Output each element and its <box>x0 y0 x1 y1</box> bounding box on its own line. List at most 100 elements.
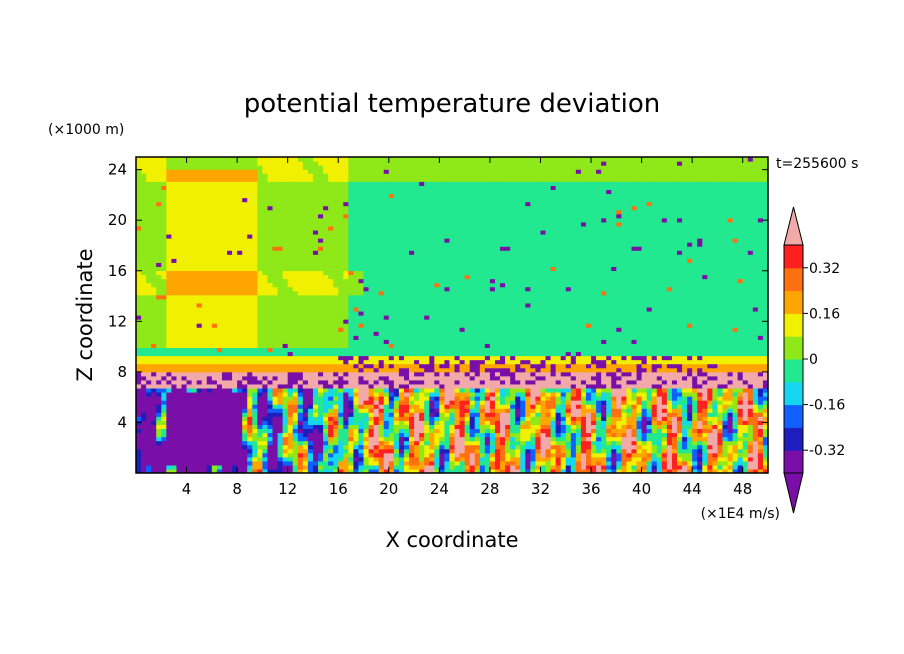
field-cell <box>221 331 228 336</box>
field-cell <box>403 375 410 381</box>
field-cell <box>651 396 658 401</box>
field-cell <box>277 379 284 385</box>
field-cell <box>742 448 749 454</box>
field-cell <box>682 412 688 417</box>
field-cell <box>525 363 531 369</box>
field-cell <box>353 371 360 377</box>
field-cell <box>747 456 754 462</box>
field-cell <box>449 440 456 446</box>
field-cell <box>409 331 415 336</box>
field-cell <box>762 359 768 365</box>
field-cell <box>636 444 643 450</box>
field-cell <box>692 379 698 385</box>
field-cell <box>237 464 243 470</box>
field-cell <box>221 327 228 332</box>
field-cell <box>570 436 577 442</box>
field-cell <box>338 404 344 409</box>
field-cell <box>302 432 309 438</box>
field-cell <box>560 404 567 409</box>
field-cell <box>656 319 663 324</box>
field-cell <box>201 412 208 417</box>
field-cell <box>631 327 638 332</box>
field-cell <box>671 339 678 344</box>
field-cell <box>333 436 339 442</box>
field-cell <box>186 428 193 434</box>
field-cell <box>702 396 708 401</box>
field-cell <box>641 391 648 397</box>
field-cell <box>530 408 537 413</box>
field-cell <box>727 400 734 405</box>
field-cell <box>601 412 607 417</box>
field-cell <box>414 440 420 446</box>
field-cell <box>656 460 663 466</box>
field-cell <box>732 363 739 369</box>
field-cell <box>651 375 658 381</box>
field-cell <box>156 420 162 425</box>
field-cell <box>616 331 622 336</box>
field-cell <box>333 339 339 344</box>
field-cell <box>252 310 258 316</box>
field-cell <box>323 468 329 473</box>
field-cell <box>307 359 314 365</box>
field-cell <box>363 391 370 397</box>
field-cell <box>591 327 597 332</box>
field-cell <box>247 343 253 349</box>
field-cell <box>312 420 319 425</box>
field-cell <box>348 327 355 332</box>
field-cell <box>312 383 319 389</box>
field-cell <box>247 464 253 470</box>
field-cell <box>722 363 729 369</box>
field-cell <box>479 375 486 381</box>
field-cell <box>338 452 344 458</box>
field-cell <box>302 464 309 470</box>
field-cell <box>717 387 724 393</box>
field-cell <box>307 339 314 344</box>
field-cell <box>232 424 238 430</box>
field-cell <box>676 363 683 369</box>
field-cell <box>676 319 683 324</box>
field-cell <box>626 436 633 442</box>
field-cell <box>282 371 289 377</box>
field-cell <box>570 400 577 405</box>
field-cell <box>732 335 739 340</box>
field-cell <box>434 339 440 344</box>
field-cell <box>358 396 365 401</box>
field-cell <box>429 371 435 377</box>
field-cell <box>358 367 365 373</box>
field-cell <box>555 371 562 377</box>
field-cell <box>565 404 572 409</box>
field-cell <box>398 347 405 353</box>
field-cell <box>221 468 228 473</box>
field-cell <box>530 448 537 454</box>
field-cell <box>601 371 607 377</box>
field-cell <box>687 319 693 324</box>
field-cell <box>444 339 451 344</box>
field-cell <box>591 347 597 353</box>
field-cell <box>439 452 446 458</box>
field-cell <box>682 420 688 425</box>
field-cell <box>757 359 764 365</box>
field-cell <box>560 319 567 324</box>
field-cell <box>671 355 678 361</box>
field-cell <box>505 319 511 324</box>
field-cell <box>489 460 496 466</box>
field-cell <box>171 310 178 316</box>
field-cell <box>494 400 501 405</box>
field-cell <box>545 391 552 397</box>
field-cell <box>540 331 547 336</box>
field-cell <box>474 404 481 409</box>
field-cell <box>636 375 643 381</box>
field-cell <box>757 416 764 421</box>
field-cell <box>646 416 653 421</box>
field-cell <box>272 371 279 377</box>
field-cell <box>186 400 193 405</box>
field-cell <box>312 416 319 421</box>
field-cell <box>676 444 683 450</box>
field-cell <box>358 456 365 462</box>
field-cell <box>414 452 420 458</box>
field-cell <box>747 379 754 385</box>
field-cell <box>555 315 562 320</box>
field-cell <box>227 379 233 385</box>
field-cell <box>429 448 435 454</box>
field-cell <box>494 347 501 353</box>
